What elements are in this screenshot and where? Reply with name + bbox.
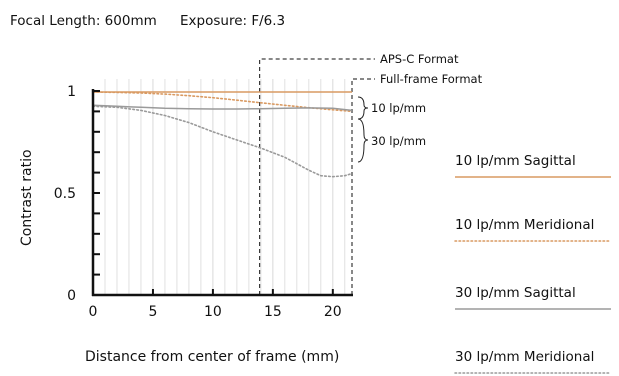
exposure-label: Exposure: F/6.3 (180, 13, 285, 29)
apsc-format-line (259, 58, 375, 295)
grid (104, 79, 346, 295)
x-axis-label: Distance from center of frame (mm) (85, 349, 339, 365)
bracket-30lpmm (357, 118, 369, 163)
y-tick-label: 0 (67, 288, 76, 304)
fullframe-format-label: Full-frame Format (380, 72, 483, 86)
x-tick-label: 10 (204, 304, 222, 320)
legend-label: 10 lp/mm Sagittal (455, 153, 576, 169)
x-tick-label: 5 (148, 304, 157, 320)
fullframe-format-line (351, 78, 375, 295)
apsc-format-label: APS-C Format (380, 52, 459, 66)
x-tick-label: 15 (264, 304, 282, 320)
x-tick-label: 0 (89, 304, 98, 320)
legend-label: 10 lp/mm Meridional (455, 217, 594, 233)
series-lines (92, 91, 353, 178)
legend-label: 30 lp/mm Sagittal (455, 285, 576, 301)
format-boundaries (259, 58, 375, 295)
y-tick-label: 1 (67, 84, 76, 100)
series-line-3 (92, 105, 353, 178)
x-tick-label: 20 (324, 304, 342, 320)
y-axis-label: Contrast ratio (19, 149, 35, 246)
series-line-2 (92, 104, 353, 112)
axes (91, 89, 353, 297)
legend: 10 lp/mm Sagittal 10 lp/mm Meridional 30 l… (454, 153, 612, 374)
y-tick-label: 0.5 (54, 186, 76, 202)
tick-labels: 0 5 10 15 20 0 0.5 1 (54, 84, 342, 320)
bracket-10lpmm (357, 96, 369, 120)
legend-label: 30 lp/mm Meridional (455, 349, 594, 365)
group-label-30lpmm: 30 lp/mm (371, 134, 426, 148)
focal-length-label: Focal Length: 600mm (10, 13, 157, 29)
group-label-10lpmm: 10 lp/mm (371, 101, 426, 115)
